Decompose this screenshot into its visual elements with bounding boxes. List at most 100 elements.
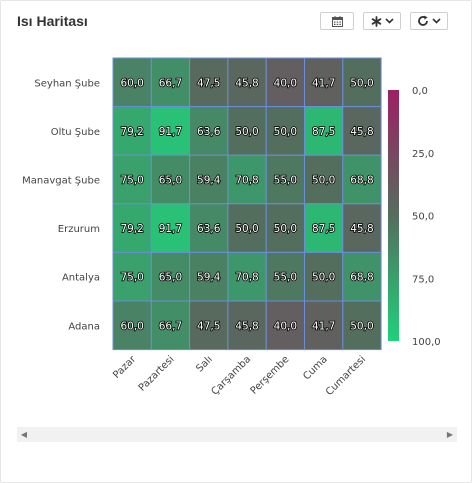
- cell-value-label: 40,0: [274, 320, 297, 332]
- cell-value-label: 60,0: [120, 77, 143, 89]
- filter-dropdown-button[interactable]: [363, 12, 401, 30]
- chevron-down-icon: [384, 18, 394, 24]
- cell-value-label: 50,0: [274, 126, 297, 138]
- y-axis-label: Oltu Şube: [51, 127, 100, 138]
- heatmap-cell: [112, 251, 152, 302]
- heatmap-cell: [265, 251, 306, 302]
- cell-value-label: 47,5: [197, 320, 220, 332]
- heatmap-cell: [189, 203, 229, 253]
- cell-value-label: 50,0: [235, 126, 258, 138]
- y-axis-label: Seyhan Şube: [34, 78, 100, 89]
- heatmap-cell: [189, 106, 229, 156]
- cell-value-label: 59,4: [197, 175, 221, 187]
- cell-value-label: 75,0: [120, 175, 143, 187]
- cell-value-label: 41,7: [312, 320, 335, 332]
- calendar-icon: [331, 15, 343, 27]
- color-scale-label: 0,0: [412, 86, 428, 97]
- heatmap-cell: [150, 154, 191, 205]
- heatmap-chart: 60,0 66,7 47,5 45,8 40,0 41,7 50,0 79,2 91,7 63,6…: [22, 57, 441, 398]
- heatmap-cell: [112, 203, 152, 253]
- cell-value-label: 91,7: [159, 126, 182, 138]
- cell-value-label: 59,4: [197, 272, 221, 284]
- x-axis-label: Cuma: [301, 354, 329, 382]
- color-scale-label: 50,0: [412, 212, 434, 223]
- refresh-icon: [417, 15, 429, 27]
- card-title: Isı Haritası: [17, 13, 88, 29]
- cell-value-label: 50,0: [312, 175, 335, 187]
- heatmap-cell: [265, 154, 306, 205]
- color-scale-label: 25,0: [412, 149, 434, 160]
- cell-value-label: 55,0: [274, 175, 297, 187]
- cell-value-label: 47,5: [197, 77, 220, 89]
- heatmap-cell: [342, 106, 382, 156]
- cell-value-label: 50,0: [312, 272, 335, 284]
- x-axis-label: Pazartesi: [137, 354, 177, 394]
- heatmap-cell: [265, 57, 306, 108]
- x-axis-label: Çarşamba: [209, 354, 253, 398]
- heatmap-cell: [304, 300, 344, 351]
- x-axis-label: Salı: [194, 354, 215, 375]
- cell-value-label: 66,7: [159, 320, 182, 332]
- heatmap-cell: [150, 251, 191, 302]
- x-axis-label: Perşembe: [249, 354, 292, 397]
- y-axis-label: Manavgat Şube: [22, 176, 100, 187]
- x-axis-label: Pazar: [111, 353, 139, 381]
- cell-value-label: 63,6: [197, 223, 221, 235]
- heatmap-cell: [150, 203, 191, 253]
- calendar-button[interactable]: [320, 12, 354, 30]
- chevron-down-icon: [432, 18, 441, 24]
- heatmap-cell: [304, 106, 344, 156]
- cell-value-label: 60,0: [120, 320, 143, 332]
- cell-value-label: 50,0: [235, 223, 258, 235]
- heatmap-cell: [189, 251, 229, 302]
- heatmap-cell: [112, 154, 152, 205]
- heatmap-cell: [265, 300, 306, 351]
- horizontal-scrollbar[interactable]: ◀ ▶: [17, 427, 457, 442]
- heatmap-cell: [342, 300, 382, 351]
- cell-value-label: 45,8: [235, 77, 258, 89]
- heatmap-cell: [342, 154, 382, 205]
- heatmap-cell: [112, 300, 152, 351]
- cell-value-label: 65,0: [159, 272, 182, 284]
- cell-value-label: 70,8: [235, 272, 258, 284]
- cell-value-label: 87,5: [312, 223, 335, 235]
- heatmap-cell: [265, 106, 306, 156]
- heatmap-cell: [304, 57, 344, 108]
- cell-value-label: 91,7: [159, 223, 182, 235]
- heatmap-cell: [150, 300, 191, 351]
- color-scale-label: 100,0: [412, 337, 441, 348]
- cell-value-label: 70,8: [235, 175, 258, 187]
- cell-value-label: 50,0: [274, 223, 297, 235]
- scroll-left-icon[interactable]: ◀: [20, 430, 28, 439]
- heatmap-cell: [304, 203, 344, 253]
- asterisk-icon: [371, 15, 382, 27]
- cell-value-label: 65,0: [159, 175, 182, 187]
- cell-value-label: 75,0: [120, 272, 143, 284]
- cell-value-label: 79,2: [120, 126, 143, 138]
- cell-value-label: 45,8: [350, 223, 373, 235]
- heatmap-cell: [342, 203, 382, 253]
- refresh-dropdown-button[interactable]: [410, 12, 448, 30]
- x-axis-label: Cumartesi: [324, 354, 368, 398]
- cell-value-label: 63,6: [197, 126, 221, 138]
- heatmap-cell: [227, 300, 267, 351]
- cell-value-label: 45,8: [350, 126, 373, 138]
- cell-value-label: 45,8: [235, 320, 258, 332]
- cell-value-label: 50,0: [350, 320, 373, 332]
- heatmap-cell: [227, 203, 267, 253]
- heatmap-cell: [342, 251, 382, 302]
- cell-value-label: 66,7: [159, 77, 182, 89]
- cell-value-label: 41,7: [312, 77, 335, 89]
- cell-value-label: 87,5: [312, 126, 335, 138]
- y-axis-label: Erzurum: [58, 224, 100, 235]
- cell-value-label: 55,0: [274, 272, 297, 284]
- y-axis-label: Adana: [68, 321, 100, 332]
- cell-value-label: 68,8: [350, 175, 373, 187]
- y-axis-label: Antalya: [62, 273, 100, 284]
- cell-value-label: 68,8: [350, 272, 373, 284]
- heatmap-cell: [112, 106, 152, 156]
- cell-value-label: 40,0: [274, 77, 297, 89]
- scroll-right-icon[interactable]: ▶: [446, 430, 454, 439]
- color-scale-bar: [388, 90, 399, 341]
